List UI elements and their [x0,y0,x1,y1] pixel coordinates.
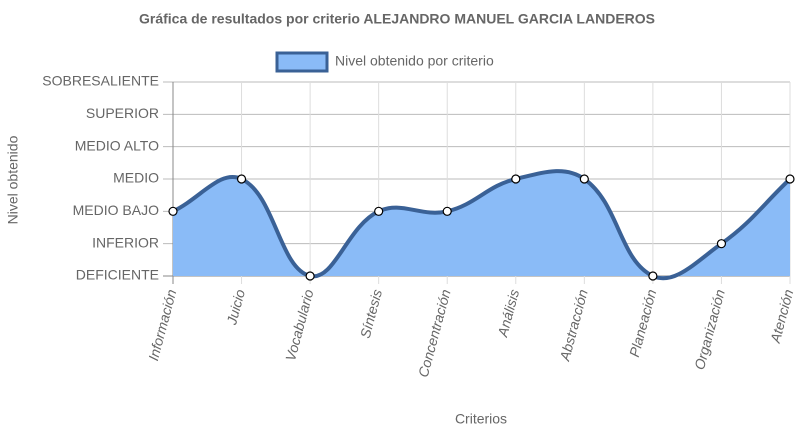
y-tick-label: INFERIOR [92,234,159,250]
y-tick-label: DEFICIENTE [76,267,159,283]
x-axis-title: Criterios [455,411,507,427]
x-tick-label: Planeación [626,287,659,358]
legend-label: Nivel obtenido por criterio [335,53,494,69]
point [579,174,589,184]
point [785,174,795,184]
y-tick-label: SOBRESALIENTE [42,73,159,89]
point [305,271,315,281]
x-tick-label: Concentración [415,287,454,379]
y-tick-label: MEDIO [113,170,159,186]
point [511,174,521,184]
y-tick-label: MEDIO ALTO [75,137,159,153]
point [648,271,658,281]
point [236,174,247,184]
x-tick-label: Análisis [494,288,522,340]
x-tick-label: Abstracción [556,287,591,363]
y-axis-title: Nivel obtenido [5,135,21,224]
x-tick-label: Síntesis [357,288,385,340]
line [172,169,792,281]
x-tick-label: Juicio [223,287,248,327]
point [374,206,384,216]
y-tick-label: SUPERIOR [86,105,159,121]
x-tick-label: Atención [767,287,795,345]
x-tick-label: Información [145,287,179,362]
x-tick-label: Vocabulario [282,287,317,362]
point [442,206,452,216]
chart-title: Gráfica de resultados por criterio ALEJA… [139,11,655,27]
point [716,239,727,249]
x-tick-label: Organización [691,287,728,371]
area [173,171,790,279]
point [168,206,178,216]
y-tick-label: MEDIO BAJO [73,202,159,218]
legend-swatch [275,51,329,73]
